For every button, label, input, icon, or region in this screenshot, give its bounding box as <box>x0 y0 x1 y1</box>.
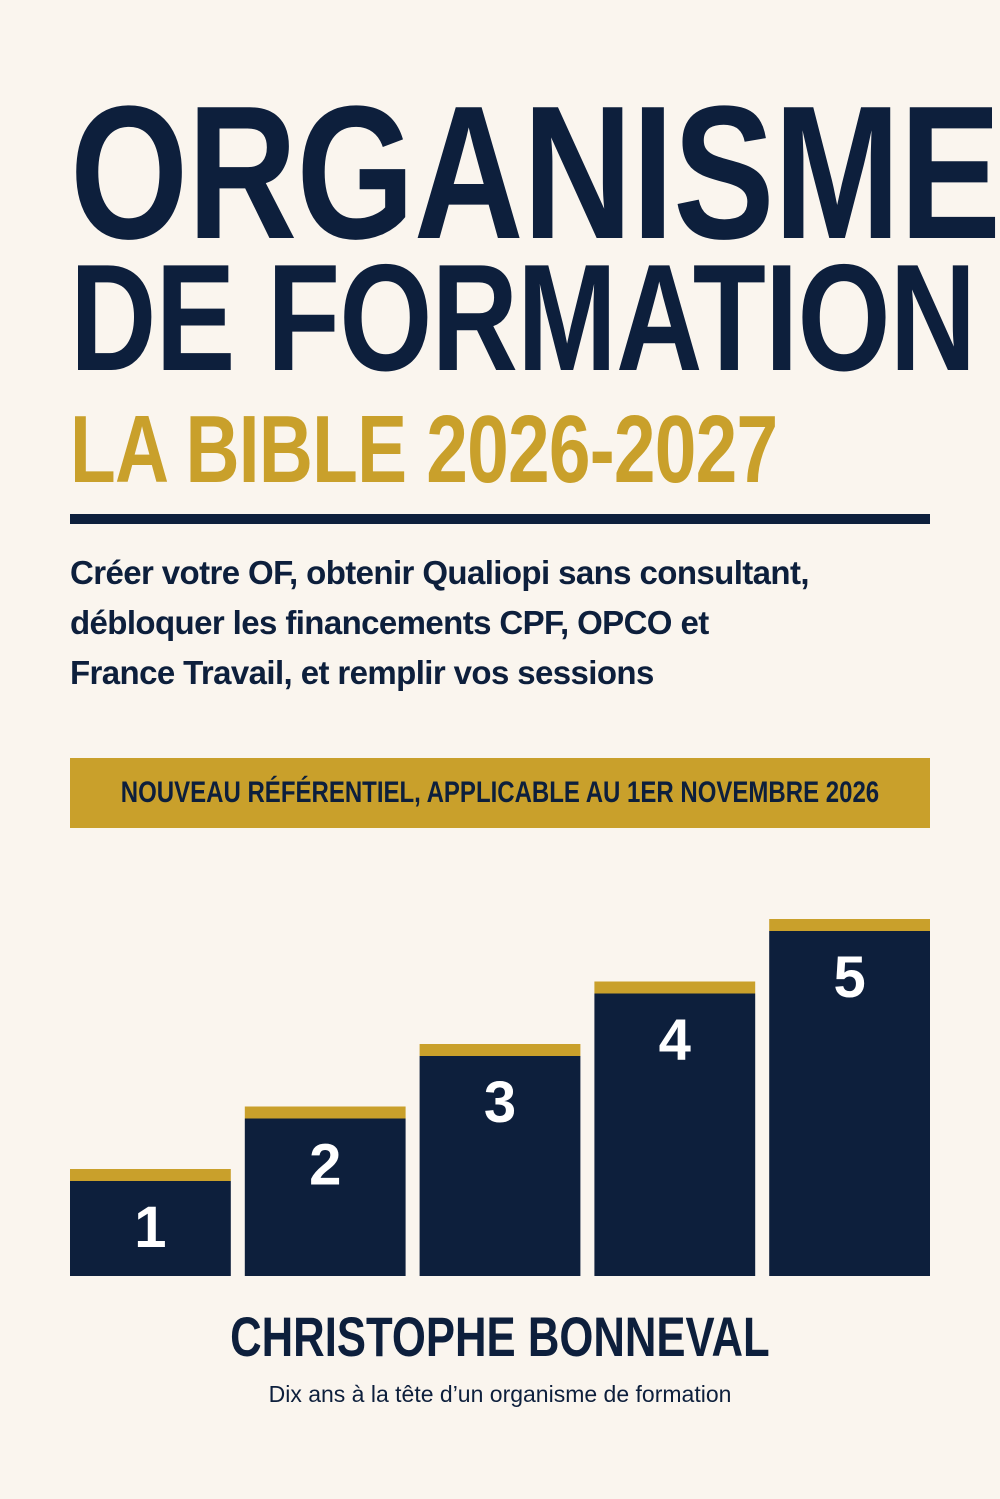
tagline-line-2: débloquer les financements CPF, OPCO et <box>70 604 709 641</box>
step-cap-2 <box>244 1106 406 1119</box>
divider-rule <box>70 514 930 524</box>
step-bar-5 <box>769 931 930 1276</box>
step-label-1: 1 <box>134 1195 166 1260</box>
step-bar-3 <box>419 1056 581 1276</box>
step-cap-3 <box>419 1044 581 1056</box>
subtitle: LA BIBLE 2026-2027 <box>70 396 778 503</box>
tagline: Créer votre OF, obtenir Qualiopi sans co… <box>70 548 950 698</box>
step-label-2: 2 <box>309 1133 341 1198</box>
author-tagline: Dix ans à la tête d’un organisme de form… <box>268 1381 732 1407</box>
author-name-text: CHRISTOPHE BONNEVAL <box>230 1305 770 1368</box>
step-bar-1 <box>70 1181 231 1276</box>
step-label-3: 3 <box>484 1070 516 1135</box>
step-label-4: 4 <box>659 1008 691 1073</box>
title-line-2: DE FORMATION <box>70 233 976 403</box>
tagline-line-1: Créer votre OF, obtenir Qualiopi sans co… <box>70 554 810 591</box>
step-cap-1 <box>70 1169 231 1181</box>
banner-text: NOUVEAU RÉFÉRENTIEL, APPLICABLE AU 1ER N… <box>120 776 880 809</box>
author-name: CHRISTOPHE BONNEVAL <box>0 1305 1000 1369</box>
referentiel-banner: NOUVEAU RÉFÉRENTIEL, APPLICABLE AU 1ER N… <box>70 758 930 828</box>
step-cap-4 <box>594 981 756 994</box>
step-cap-5 <box>769 919 930 931</box>
step-label-5: 5 <box>833 945 865 1010</box>
step-bar-4 <box>594 993 756 1276</box>
step-bar-2 <box>244 1118 406 1276</box>
tagline-line-3: France Travail, et remplir vos sessions <box>70 654 654 691</box>
